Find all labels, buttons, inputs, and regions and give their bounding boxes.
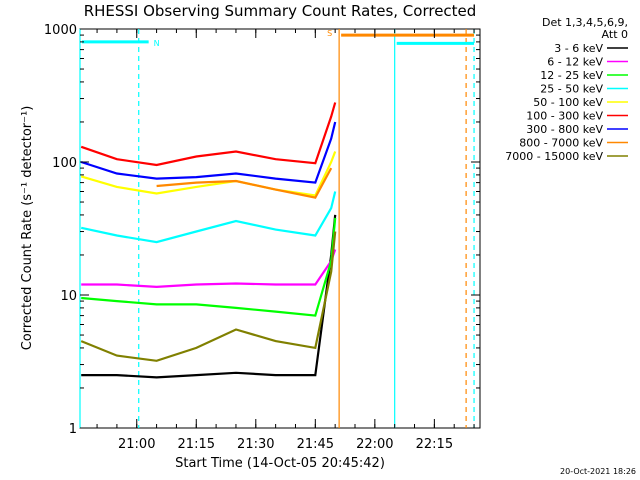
legend-label-3: 25 - 50 keV bbox=[540, 83, 603, 96]
x-tick-label: 22:15 bbox=[416, 437, 453, 452]
legend-header-line-2: Att 0 bbox=[602, 28, 628, 41]
legend-label-4: 50 - 100 keV bbox=[533, 96, 603, 109]
series-line-0 bbox=[81, 214, 337, 379]
legend-label-0: 3 - 6 keV bbox=[554, 42, 603, 55]
legend-header-line-1: Det 1,3,4,5,6,9, bbox=[542, 16, 628, 29]
status-flags: NS bbox=[82, 29, 475, 48]
legend-label-6: 300 - 800 keV bbox=[526, 123, 603, 136]
flag-label: N bbox=[154, 39, 160, 48]
series-line-2 bbox=[81, 217, 337, 317]
y-tick-label: 1000 bbox=[44, 23, 77, 38]
series-line-8 bbox=[80, 231, 337, 362]
series-line-7 bbox=[156, 167, 333, 199]
x-tick-label: 21:15 bbox=[178, 437, 215, 452]
series-line-1 bbox=[81, 249, 337, 289]
plot-frame bbox=[79, 28, 481, 429]
x-tick-label: 21:45 bbox=[297, 437, 334, 452]
series-lines bbox=[80, 102, 337, 379]
y-axis-label: Corrected Count Rate (s⁻¹ detector⁻¹) bbox=[20, 106, 35, 351]
x-axis-ticks: 21:00 21:15 21:30 21:45 22:00 22:15 bbox=[96, 29, 475, 452]
legend-label-7: 800 - 7000 keV bbox=[519, 137, 603, 150]
footer-timestamp: 20-Oct-2021 18:26 bbox=[560, 467, 636, 476]
series-line-3 bbox=[80, 191, 337, 244]
legend-label-2: 12 - 25 keV bbox=[540, 69, 603, 82]
legend-label-1: 6 - 12 keV bbox=[547, 56, 603, 69]
x-tick-label: 22:00 bbox=[356, 437, 393, 452]
vertical-markers bbox=[79, 29, 475, 428]
y-tick-label: 10 bbox=[60, 289, 77, 304]
y-axis-ticks: 1 10 100 1000 bbox=[44, 23, 480, 437]
flag-label: S bbox=[327, 29, 332, 38]
legend-label-5: 100 - 300 keV bbox=[526, 110, 603, 123]
legend-label-8: 7000 - 15000 keV bbox=[505, 150, 603, 163]
series-line-5 bbox=[80, 102, 337, 167]
chart-title: RHESSI Observing Summary Count Rates, Co… bbox=[84, 2, 477, 20]
series-line-6 bbox=[80, 121, 337, 184]
x-tick-label: 21:30 bbox=[237, 437, 274, 452]
y-tick-label: 1 bbox=[69, 422, 77, 437]
y-tick-label: 100 bbox=[52, 156, 77, 171]
x-axis-label: Start Time (14-Oct-05 20:45:42) bbox=[175, 456, 385, 471]
x-tick-label: 21:00 bbox=[118, 437, 155, 452]
